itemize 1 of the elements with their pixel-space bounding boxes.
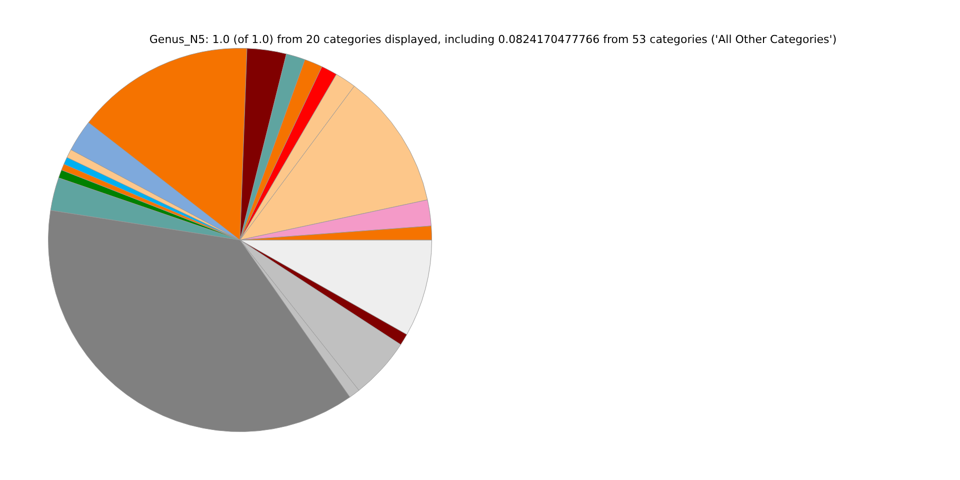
text: Genus_N5: 1.0 (of 1.0) from 20 categories displayed, including 0.0824170477766 from 53 categories ('All Other Categories') (149, 32, 837, 46)
